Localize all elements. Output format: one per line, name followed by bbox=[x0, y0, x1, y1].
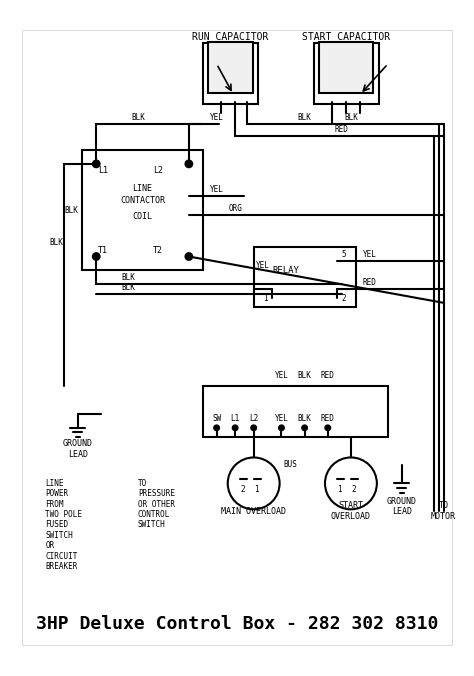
Text: BLK: BLK bbox=[298, 113, 311, 122]
Text: YEL: YEL bbox=[363, 250, 376, 259]
Text: TO
MOTOR: TO MOTOR bbox=[431, 502, 456, 521]
Text: 2: 2 bbox=[341, 293, 346, 303]
Text: SW: SW bbox=[212, 414, 221, 423]
Text: YEL: YEL bbox=[210, 185, 224, 194]
Text: RUN CAPACITOR: RUN CAPACITOR bbox=[192, 32, 269, 42]
Circle shape bbox=[185, 253, 192, 260]
Text: START
OVERLOAD: START OVERLOAD bbox=[331, 502, 371, 521]
Text: RED: RED bbox=[363, 278, 376, 287]
Text: START CAPACITOR: START CAPACITOR bbox=[302, 32, 391, 42]
Text: RED: RED bbox=[321, 370, 335, 379]
Text: BLK: BLK bbox=[122, 273, 136, 283]
Text: RED: RED bbox=[335, 125, 348, 134]
Circle shape bbox=[302, 425, 307, 431]
Text: GROUND
LEAD: GROUND LEAD bbox=[387, 497, 417, 516]
Text: L2: L2 bbox=[249, 414, 258, 423]
Circle shape bbox=[185, 160, 192, 168]
Text: BLK: BLK bbox=[49, 238, 64, 247]
Text: T2: T2 bbox=[153, 245, 163, 255]
Circle shape bbox=[214, 425, 219, 431]
Bar bbox=[314, 43, 379, 103]
Circle shape bbox=[232, 425, 238, 431]
Text: L1: L1 bbox=[230, 414, 240, 423]
Text: 3HP Deluxe Control Box - 282 302 8310: 3HP Deluxe Control Box - 282 302 8310 bbox=[36, 615, 438, 633]
Text: RED: RED bbox=[321, 414, 335, 423]
Text: 1: 1 bbox=[254, 485, 259, 494]
Text: 2: 2 bbox=[351, 485, 356, 494]
Text: L1: L1 bbox=[98, 166, 108, 175]
Bar bbox=[82, 150, 203, 270]
Text: LINE: LINE bbox=[133, 185, 153, 193]
Text: YEL: YEL bbox=[256, 261, 270, 270]
Text: YEL: YEL bbox=[274, 414, 288, 423]
Circle shape bbox=[251, 425, 256, 431]
Circle shape bbox=[325, 425, 330, 431]
Text: YEL: YEL bbox=[274, 370, 288, 379]
Text: BLK: BLK bbox=[122, 283, 136, 291]
Text: ORG: ORG bbox=[228, 204, 242, 213]
Text: BLK: BLK bbox=[298, 370, 311, 379]
Bar bbox=[319, 42, 373, 93]
Text: BLK: BLK bbox=[298, 414, 311, 423]
Text: 5: 5 bbox=[341, 250, 346, 259]
Text: L2: L2 bbox=[153, 166, 163, 175]
Text: GROUND
LEAD: GROUND LEAD bbox=[63, 439, 93, 459]
Bar bbox=[254, 247, 356, 308]
Text: LINE
POWER
FROM
TWO POLE
FUSED
SWITCH
OR
CIRCUIT
BREAKER: LINE POWER FROM TWO POLE FUSED SWITCH OR… bbox=[46, 479, 82, 571]
Text: YEL: YEL bbox=[210, 113, 224, 122]
Text: 1: 1 bbox=[264, 293, 268, 303]
Text: MAIN OVERLOAD: MAIN OVERLOAD bbox=[221, 507, 286, 516]
Text: BLK: BLK bbox=[131, 113, 145, 122]
Bar bbox=[203, 43, 258, 103]
Bar bbox=[203, 386, 388, 437]
Text: T1: T1 bbox=[98, 245, 108, 255]
Text: RELAY: RELAY bbox=[273, 266, 300, 275]
Bar bbox=[208, 42, 253, 93]
Text: 2: 2 bbox=[240, 485, 245, 494]
Text: 1: 1 bbox=[337, 485, 342, 494]
Text: CONTACTOR: CONTACTOR bbox=[120, 195, 165, 205]
Text: COIL: COIL bbox=[133, 212, 153, 221]
Text: TO
PRESSURE
OR OTHER
CONTROL
SWITCH: TO PRESSURE OR OTHER CONTROL SWITCH bbox=[138, 479, 175, 529]
Circle shape bbox=[92, 253, 100, 260]
Text: BLK: BLK bbox=[344, 113, 358, 122]
Text: BUS: BUS bbox=[284, 460, 298, 469]
Text: BLK: BLK bbox=[64, 206, 78, 215]
Circle shape bbox=[279, 425, 284, 431]
Circle shape bbox=[92, 160, 100, 168]
